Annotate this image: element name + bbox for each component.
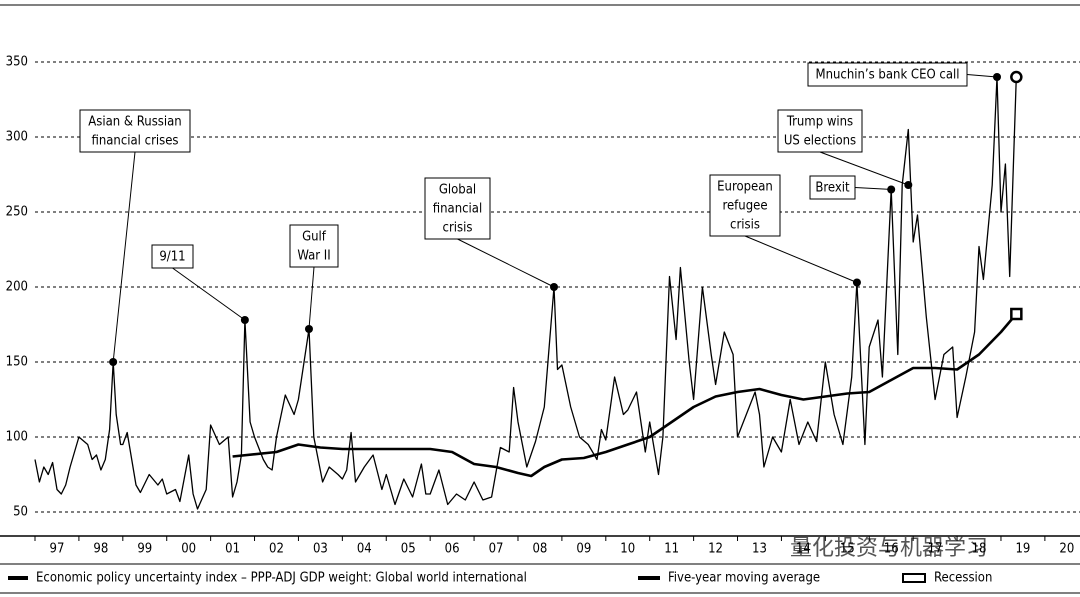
x-tick-label: 05 — [401, 542, 416, 557]
legend-swatch — [902, 573, 926, 583]
x-tick-label: 07 — [489, 542, 504, 557]
x-tick-label: 02 — [269, 542, 284, 557]
x-tick-label: 97 — [50, 542, 65, 557]
x-tick-label: 03 — [313, 542, 328, 557]
annotation-box — [709, 174, 781, 237]
y-tick-label: 300 — [6, 130, 28, 145]
x-tick-label: 08 — [532, 542, 547, 557]
annotation-box — [79, 109, 191, 153]
leader-line — [172, 267, 246, 321]
annotation-text: refugee — [722, 199, 767, 214]
x-tick-label: 20 — [1059, 542, 1074, 557]
annotation-text: Asian & Russian — [88, 115, 181, 130]
annotation-text: crisis — [443, 221, 473, 236]
x-tick-label: 19 — [1015, 542, 1030, 557]
leader-line — [966, 74, 998, 78]
leader-line — [308, 266, 315, 330]
annotation-box — [151, 244, 194, 269]
index-line — [34, 76, 1017, 510]
x-tick-label: 17 — [928, 542, 943, 557]
x-tick-label: 04 — [357, 542, 372, 557]
annotation-text: financial — [433, 202, 482, 217]
y-tick-label: 200 — [6, 280, 28, 295]
x-tick-label: 16 — [884, 542, 899, 557]
annotation-box — [809, 175, 856, 200]
leader-line — [457, 238, 555, 288]
annotation-dot — [304, 325, 313, 333]
annotation-dot — [852, 278, 861, 287]
legend-label: Recession — [934, 571, 992, 586]
x-tick-label: 15 — [840, 542, 855, 557]
y-tick-label: 150 — [6, 355, 28, 370]
y-tick-label: 250 — [6, 205, 28, 220]
annotation-dot — [993, 73, 1002, 81]
legend-label: Economic policy uncertainty index – PPP-… — [36, 571, 527, 586]
annotation-text: Gulf — [302, 230, 327, 245]
annotation-text: crisis — [730, 218, 760, 233]
annotation-box — [777, 109, 863, 153]
annotation-dot — [240, 316, 249, 324]
annotation-box — [424, 177, 491, 240]
moving-average-line — [232, 313, 1018, 478]
annotation-text: US elections — [784, 134, 856, 149]
x-tick-label: 11 — [664, 542, 679, 557]
y-tick-label: 350 — [6, 55, 28, 70]
end-marker — [1010, 307, 1023, 321]
annotation-dot — [887, 185, 896, 194]
x-tick-label: 10 — [620, 542, 635, 557]
annotation-text: financial crises — [91, 134, 178, 149]
annotation-text: Mnuchin’s bank CEO call — [815, 68, 959, 83]
x-tick-label: 99 — [137, 542, 152, 557]
end-marker — [1010, 70, 1023, 84]
watermark: 量化投资与机器学习 — [790, 536, 988, 561]
x-tick-label: 98 — [93, 542, 108, 557]
x-tick-label: 18 — [972, 542, 987, 557]
x-tick-label: 01 — [225, 542, 240, 557]
annotation-text: War II — [297, 249, 330, 264]
x-tick-label: 13 — [752, 542, 767, 557]
x-tick-label: 09 — [576, 542, 591, 557]
annotation-text: Trump wins — [786, 115, 853, 130]
y-tick-label: 50 — [13, 505, 28, 520]
annotation-box — [289, 224, 339, 268]
x-tick-label: 12 — [708, 542, 723, 557]
annotation-text: Brexit — [815, 181, 850, 196]
annotation-dot — [549, 283, 558, 291]
x-tick-label: 06 — [445, 542, 460, 557]
leader-line — [854, 187, 892, 190]
y-tick-label: 100 — [6, 430, 28, 445]
annotation-text: Global — [439, 183, 476, 198]
leader-line — [744, 235, 858, 283]
annotation-dot — [904, 181, 913, 189]
x-tick-label: 14 — [796, 542, 811, 557]
annotation-dot — [109, 358, 118, 366]
annotation-box — [807, 62, 968, 87]
annotation-text: European — [717, 180, 773, 195]
leader-line — [819, 151, 909, 186]
leader-line — [112, 151, 136, 363]
annotation-text: 9/11 — [159, 250, 185, 265]
x-tick-label: 00 — [181, 542, 196, 557]
legend-label: Five-year moving average — [668, 571, 820, 586]
